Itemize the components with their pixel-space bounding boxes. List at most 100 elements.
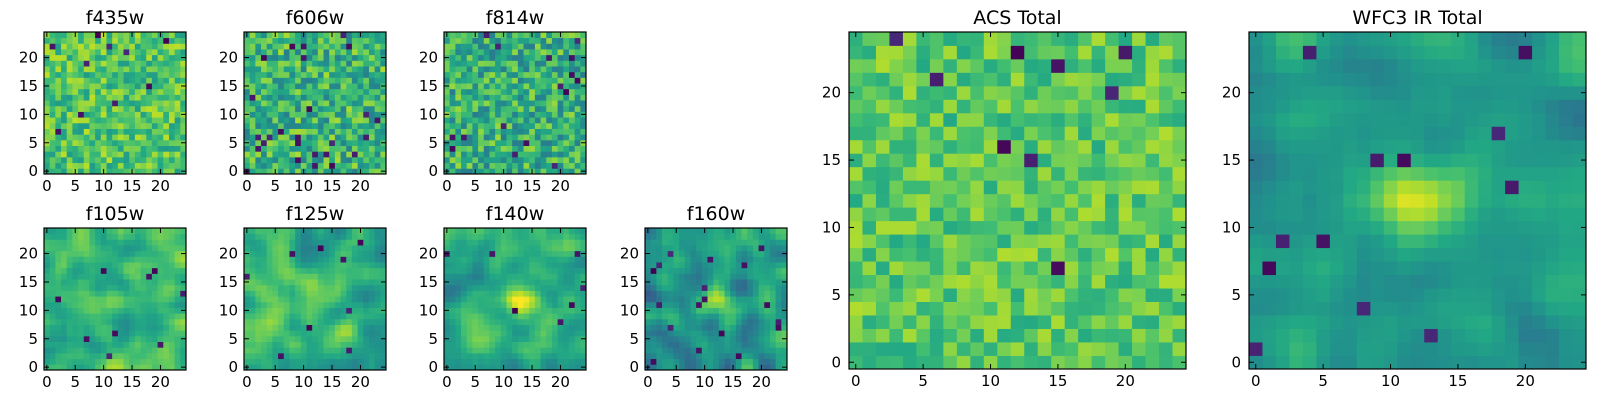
heatmap-cell <box>89 307 96 314</box>
heatmap-cell <box>283 145 290 152</box>
heatmap-cell <box>1145 166 1160 181</box>
heatmap-cell <box>374 307 381 314</box>
heatmap-cell <box>444 122 451 129</box>
heatmap-cell <box>261 111 268 118</box>
heatmap-cell <box>329 66 336 73</box>
heatmap-cell <box>662 324 669 331</box>
heatmap-cell <box>701 239 708 246</box>
heatmap-cell <box>916 342 931 356</box>
heatmap-cell <box>106 134 113 141</box>
heatmap-cell <box>255 239 262 246</box>
heatmap-cell <box>95 94 102 101</box>
heatmap-cell <box>747 307 754 314</box>
heatmap-cell <box>289 330 296 337</box>
heatmap-cell <box>758 273 765 280</box>
heatmap-cell <box>44 313 51 320</box>
heatmap-cell <box>546 77 553 84</box>
heatmap-cell <box>300 262 307 269</box>
heatmap-cell <box>449 117 456 124</box>
heatmap-cell <box>455 32 462 39</box>
heatmap-cell <box>151 364 158 371</box>
heatmap-cell <box>500 284 507 291</box>
heatmap-cell <box>889 207 904 222</box>
heatmap-cell <box>956 355 971 370</box>
heatmap-cell <box>483 139 490 146</box>
heatmap-cell <box>718 267 725 274</box>
heatmap-cell <box>902 288 917 302</box>
heatmap-cell <box>983 328 998 343</box>
heatmap-cell <box>272 128 279 135</box>
heatmap-cell <box>249 88 256 95</box>
heatmap-cell <box>645 324 652 331</box>
heatmap-cell <box>495 273 502 280</box>
heatmap-cell <box>574 71 581 78</box>
heatmap-cell <box>78 100 85 107</box>
heatmap-cell <box>163 66 170 73</box>
heatmap-cell <box>168 256 176 263</box>
heatmap-cell <box>461 49 468 56</box>
heatmap-cell <box>261 352 268 360</box>
heatmap-cell <box>580 352 587 360</box>
heatmap-cell <box>129 88 136 95</box>
heatmap-cell <box>340 117 347 124</box>
heatmap-cell <box>489 352 496 360</box>
heatmap-cell <box>1105 234 1119 249</box>
heatmap-cell <box>449 290 456 297</box>
heatmap-cell <box>266 168 273 175</box>
heatmap-cell <box>574 279 581 286</box>
heatmap-cell <box>775 245 782 252</box>
heatmap-cell <box>489 313 496 320</box>
heatmap-cell <box>180 60 187 67</box>
heatmap-cell <box>49 330 56 337</box>
heatmap-cell <box>323 347 330 354</box>
heatmap-cell <box>351 122 358 129</box>
heatmap-cell <box>1132 247 1146 262</box>
heatmap-cell <box>574 49 581 56</box>
heatmap-cell <box>266 256 273 263</box>
heatmap-cell <box>546 151 553 158</box>
heatmap-cell <box>146 318 153 325</box>
heatmap-cell <box>117 245 124 252</box>
heatmap-cell <box>724 239 731 246</box>
heatmap-cell <box>1024 288 1039 302</box>
heatmap-cell <box>134 245 141 252</box>
heatmap-cell <box>317 245 324 252</box>
heatmap-cell <box>529 358 536 365</box>
heatmap-cell <box>346 313 353 320</box>
heatmap-cell <box>351 94 358 101</box>
heatmap-cell <box>134 71 141 78</box>
heatmap-cell <box>106 162 113 169</box>
heatmap-cell <box>100 54 107 61</box>
heatmap-cell <box>696 228 703 235</box>
heatmap-cell <box>449 105 456 112</box>
heatmap-cell <box>334 228 341 235</box>
heatmap-cell <box>512 122 519 129</box>
heatmap-cell <box>72 347 79 354</box>
heatmap-cell <box>346 284 353 291</box>
heatmap-cell <box>346 245 353 252</box>
heatmap-cell <box>66 284 73 291</box>
heatmap-cell <box>551 94 558 101</box>
heatmap-cell <box>461 364 468 371</box>
heatmap-cell <box>673 347 680 354</box>
heatmap-cell <box>730 250 737 257</box>
heatmap-cell <box>1051 261 1066 276</box>
heatmap-cell <box>363 156 370 164</box>
y-tick-label: 0 <box>428 358 438 376</box>
heatmap-cell <box>261 296 268 303</box>
heatmap-cell <box>1145 342 1160 356</box>
heatmap-cell <box>478 134 485 141</box>
heatmap-cell <box>752 301 759 308</box>
heatmap-cell <box>146 301 153 308</box>
heatmap-cell <box>380 60 387 67</box>
heatmap-cell <box>123 100 130 107</box>
heatmap-cell <box>278 134 285 141</box>
heatmap-cell <box>49 233 56 240</box>
heatmap-cell <box>163 228 170 235</box>
heatmap-cell <box>472 60 479 67</box>
heatmap-cell <box>346 139 353 146</box>
heatmap-cell <box>266 273 273 280</box>
heatmap-cell <box>255 162 262 169</box>
heatmap-cell <box>489 250 496 257</box>
heatmap-cell <box>295 156 302 164</box>
